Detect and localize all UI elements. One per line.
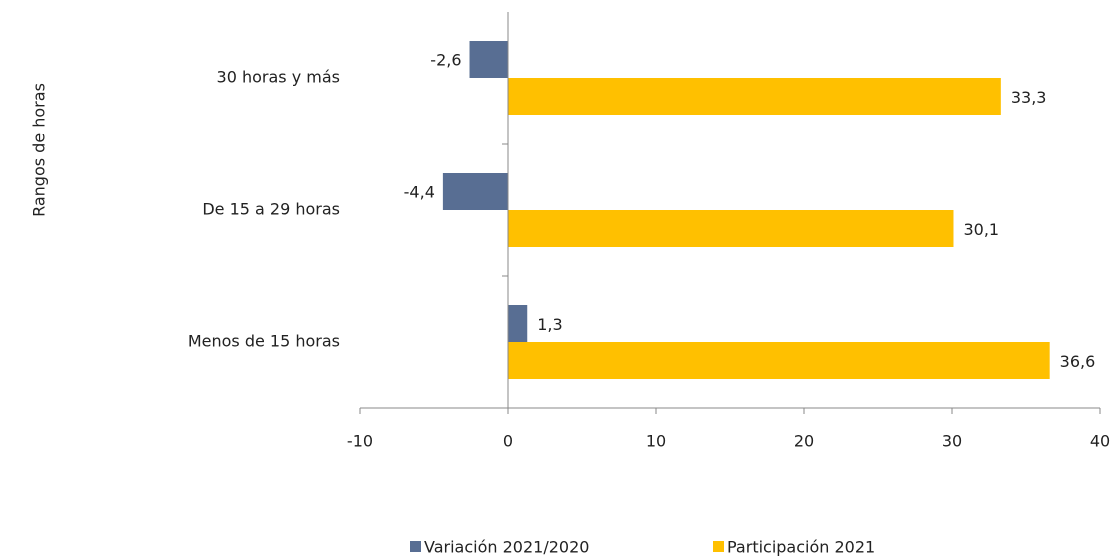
x-tick-label: 40 [1090,432,1110,451]
x-tick-label: 10 [646,432,666,451]
bar [508,305,528,342]
legend-label: Variación 2021/2020 [424,538,589,557]
bar [508,210,954,247]
bar [508,342,1050,379]
data-label: -2,6 [430,51,461,70]
x-tick-label: 20 [794,432,814,451]
bar [442,173,508,210]
data-label: 36,6 [1060,352,1096,371]
y-axis-label: Rangos de horas [30,83,49,217]
x-tick-label: 0 [503,432,513,451]
legend-label: Participación 2021 [727,538,875,557]
y-tick-label: Menos de 15 horas [188,332,340,351]
data-label: 33,3 [1011,88,1047,107]
data-label: -4,4 [404,183,435,202]
x-tick-label: 30 [942,432,962,451]
y-tick-label: De 15 a 29 horas [202,200,340,219]
data-label: 30,1 [963,220,999,239]
bar [508,78,1001,115]
data-label: 1,3 [537,315,562,334]
bar [469,41,508,78]
legend-swatch [713,541,724,552]
x-tick-label: -10 [347,432,373,451]
y-tick-label: 30 horas y más [217,68,340,87]
legend-swatch [410,541,421,552]
